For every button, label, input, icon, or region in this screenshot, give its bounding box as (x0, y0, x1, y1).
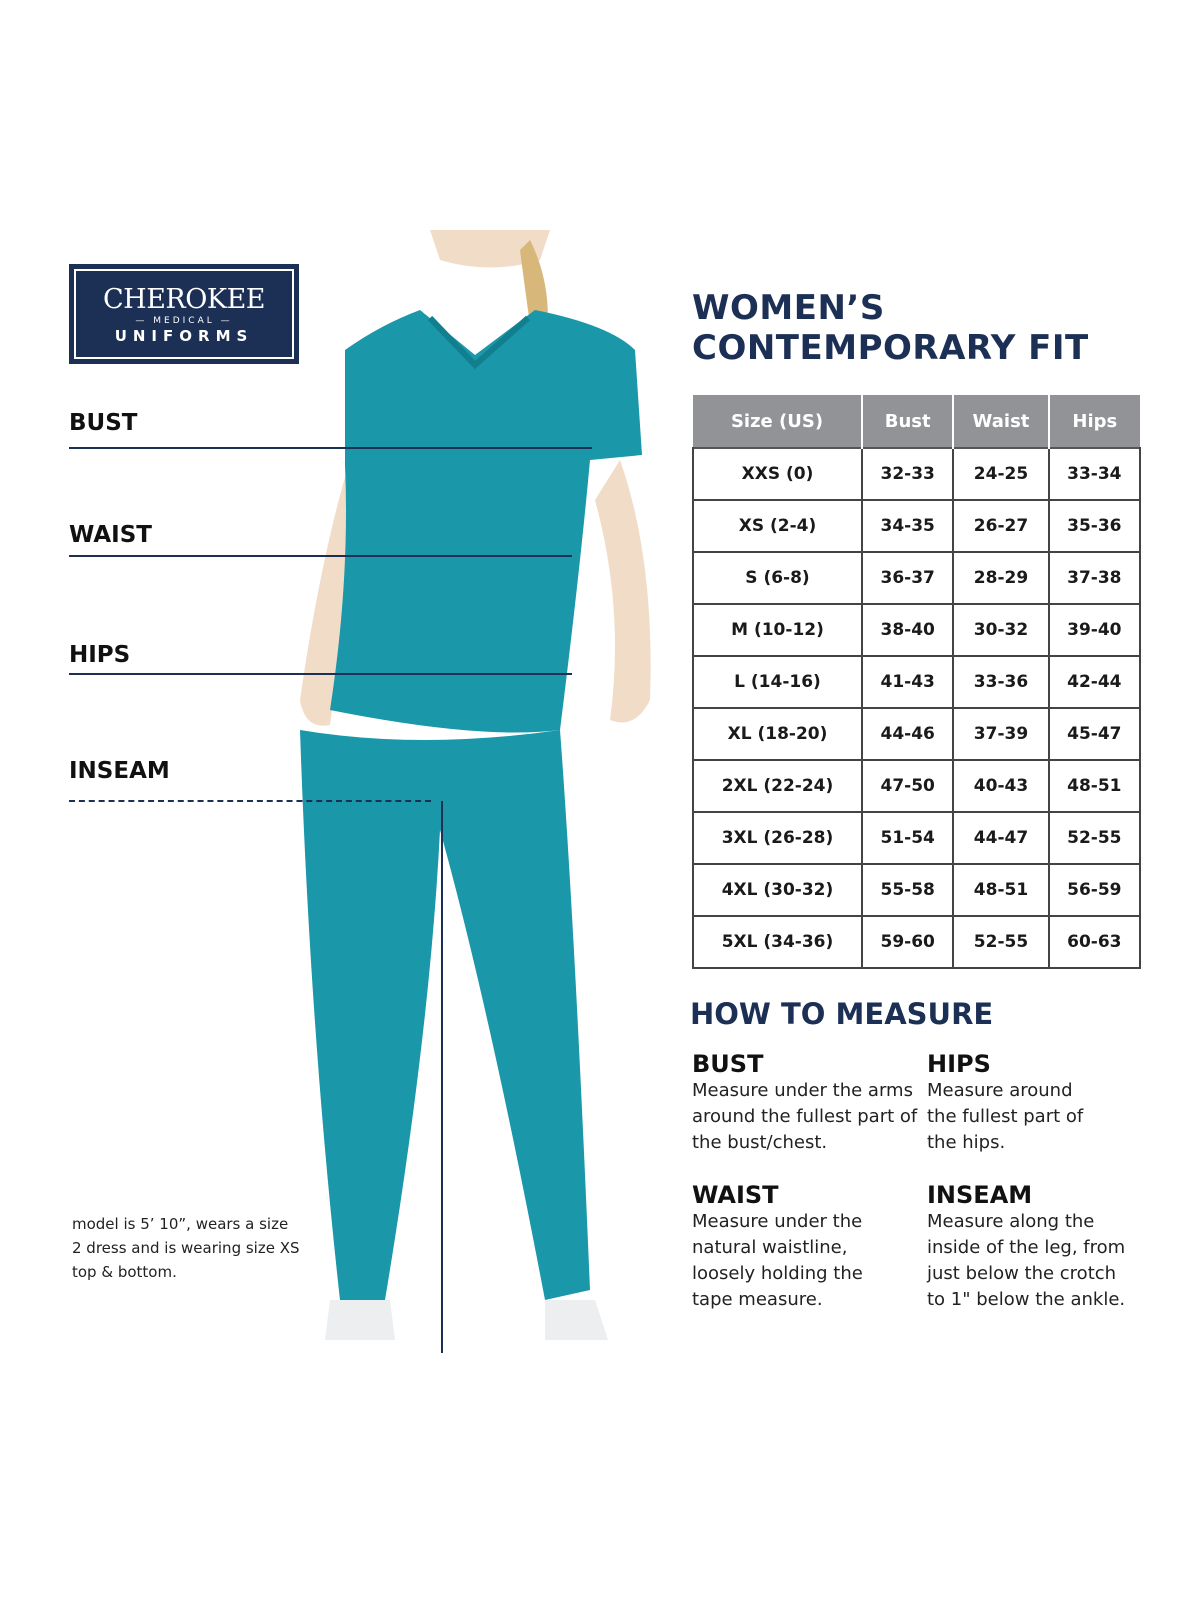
table-cell: 40-43 (952, 759, 1050, 813)
table-row: XS (2-4) 34-35 26-27 35-36 (692, 499, 1142, 553)
waist-line (69, 555, 572, 557)
table-cell: 38-40 (860, 603, 955, 657)
table-cell: XS (2-4) (692, 499, 863, 553)
column-header: Bust (862, 395, 955, 448)
table-cell: S (6-8) (692, 551, 863, 605)
table-cell: 34-35 (860, 499, 955, 553)
table-cell: 55-58 (860, 863, 955, 917)
table-cell: 5XL (34-36) (692, 915, 863, 969)
logo-line: UNIFORMS (114, 327, 254, 345)
measure-bust: BUST Measure under the arms around the f… (692, 1050, 922, 1156)
table-cell: M (10-12) (692, 603, 863, 657)
table-cell: 59-60 (860, 915, 955, 969)
table-cell: 24-25 (952, 447, 1050, 501)
table-cell: 33-34 (1047, 447, 1142, 501)
table-cell: 3XL (26-28) (692, 811, 863, 865)
measure-bust-heading: BUST (692, 1050, 764, 1078)
table-cell: 48-51 (1047, 759, 1142, 813)
model-note: model is 5’ 10”, wears a size 2 dress an… (72, 1215, 300, 1281)
measure-hips-text: Measure around the fullest part of the h… (927, 1080, 1084, 1153)
table-cell: 36-37 (860, 551, 955, 605)
table-cell: 37-39 (952, 707, 1050, 761)
table-cell: 52-55 (952, 915, 1050, 969)
column-header: Size (US) (693, 395, 863, 448)
table-cell: XXS (0) (692, 447, 863, 501)
measure-bust-text: Measure under the arms around the fulles… (692, 1080, 918, 1153)
table-row: M (10-12) 38-40 30-32 39-40 (692, 603, 1142, 657)
table-cell: 44-46 (860, 707, 955, 761)
table-cell: 2XL (22-24) (692, 759, 863, 813)
size-chart-table: Size (US) Bust Waist Hips XXS (0) 32-33 24-25… (692, 395, 1142, 969)
inseam-dashed-line (69, 800, 431, 802)
measure-inseam-heading: INSEAM (927, 1181, 1033, 1209)
table-cell: XL (18-20) (692, 707, 863, 761)
hips-line (69, 673, 572, 675)
cherokee-logo: CHEROKEE — MEDICAL — UNIFORMS (69, 264, 299, 364)
bust-label: BUST (69, 410, 138, 436)
table-cell: 45-47 (1047, 707, 1142, 761)
measure-inseam: INSEAM Measure along the inside of the l… (927, 1181, 1132, 1313)
inseam-vertical-line (441, 801, 443, 1353)
table-row: 4XL (30-32) 55-58 48-51 56-59 (692, 863, 1142, 917)
table-cell: 33-36 (952, 655, 1050, 709)
table-cell: 37-38 (1047, 551, 1142, 605)
table-row: 3XL (26-28) 51-54 44-47 52-55 (692, 811, 1142, 865)
table-cell: 39-40 (1047, 603, 1142, 657)
table-cell: 32-33 (860, 447, 955, 501)
logo-brand: CHEROKEE (103, 284, 265, 315)
table-cell: 47-50 (860, 759, 955, 813)
measure-waist-heading: WAIST (692, 1181, 779, 1209)
measure-inseam-text: Measure along the inside of the leg, fro… (927, 1211, 1126, 1310)
table-cell: 51-54 (860, 811, 955, 865)
table-row: XXS (0) 32-33 24-25 33-34 (692, 447, 1142, 501)
model-photo (300, 230, 651, 1340)
table-cell: 56-59 (1047, 863, 1142, 917)
table-cell: 44-47 (952, 811, 1050, 865)
measure-hips: HIPS Measure around the fullest part of … (927, 1050, 1097, 1156)
table-header-row: Size (US) Bust Waist Hips (693, 395, 1140, 448)
table-cell: 48-51 (952, 863, 1050, 917)
title-line-1: WOMEN’S (692, 288, 885, 328)
table-cell: 60-63 (1047, 915, 1142, 969)
table-row: S (6-8) 36-37 28-29 37-38 (692, 551, 1142, 605)
table-cell: 30-32 (952, 603, 1050, 657)
column-header: Hips (1048, 395, 1140, 448)
table-cell: 4XL (30-32) (692, 863, 863, 917)
table-cell: 42-44 (1047, 655, 1142, 709)
measure-hips-heading: HIPS (927, 1050, 991, 1078)
table-cell: L (14-16) (692, 655, 863, 709)
table-row: 2XL (22-24) 47-50 40-43 48-51 (692, 759, 1142, 813)
table-row: 5XL (34-36) 59-60 52-55 60-63 (692, 915, 1142, 969)
measure-waist: WAIST Measure under the natural waistlin… (692, 1181, 882, 1313)
table-cell: 52-55 (1047, 811, 1142, 865)
table-cell: 35-36 (1047, 499, 1142, 553)
measure-waist-text: Measure under the natural waistline, loo… (692, 1211, 863, 1310)
column-header: Waist (953, 395, 1050, 448)
page-title: WOMEN’S CONTEMPORARY FIT (692, 288, 1089, 368)
table-cell: 41-43 (860, 655, 955, 709)
title-line-2: CONTEMPORARY FIT (692, 328, 1089, 368)
table-row: L (14-16) 41-43 33-36 42-44 (692, 655, 1142, 709)
waist-label: WAIST (69, 522, 152, 548)
table-cell: 26-27 (952, 499, 1050, 553)
bust-line (69, 447, 592, 449)
table-row: XL (18-20) 44-46 37-39 45-47 (692, 707, 1142, 761)
how-to-measure-title: HOW TO MEASURE (690, 997, 994, 1031)
logo-sub: — MEDICAL — (135, 316, 233, 326)
table-cell: 28-29 (952, 551, 1050, 605)
hips-label: HIPS (69, 642, 131, 668)
inseam-label: INSEAM (69, 758, 170, 784)
logo-sub-text: MEDICAL (153, 316, 215, 326)
